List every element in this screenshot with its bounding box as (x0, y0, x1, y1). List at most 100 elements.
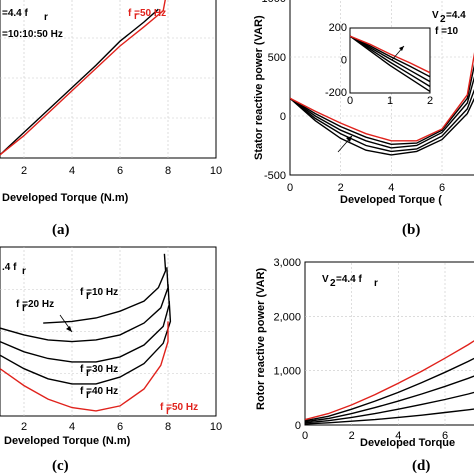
panel-c-label-20hz-sub: r (22, 303, 26, 314)
panel-b-inset-arrowhead (399, 46, 404, 51)
panel-b-caption: (b) (402, 222, 420, 238)
panel-d-frame (304, 261, 474, 426)
panel-a-x-tick-8: 8 (165, 165, 171, 177)
panel-c-annotation-ratio: .4 f (2, 262, 17, 273)
panel-b-inset-series-4-line (350, 35, 430, 78)
panel-a-x-tick-4: 4 (69, 165, 75, 177)
panel-b-inset-series-1-line (350, 35, 430, 92)
panel-d-x-tick-4: 4 (395, 430, 401, 442)
panel-d-x-tick-2: 2 (349, 430, 355, 442)
panel-d-series-2-line (305, 391, 474, 424)
panel-d-y-tick-1000: 1,000 (273, 366, 301, 378)
panel-a-x-tick-2: 2 (21, 165, 27, 177)
panel-c-x-tick-2: 2 (21, 421, 27, 433)
panel-c-label-40hz: f =40 Hz (80, 386, 118, 397)
panel-c-plot (0, 247, 216, 416)
panel-d-x-axis-label: Developed Torque (360, 437, 455, 449)
panel-b-annotation-freq: f =10 (435, 26, 459, 37)
panel-b-series-2-line (290, 88, 474, 153)
panel-c-label-30hz: f =30 Hz (80, 364, 118, 375)
panel-c-series-4-line (0, 301, 172, 385)
panel-c-label-20hz: f =20 Hz (16, 299, 54, 310)
panel-a-plot (0, 0, 216, 158)
panel-d-series-4-line (305, 357, 474, 422)
panel-d-annotation-ratio: =4.4 f (336, 274, 363, 285)
panel-b-x-tick-2: 2 (338, 182, 344, 194)
panel-d: 0 2 4 6 0 1,000 2,000 3,000 V 2 =4.4 f r Rotor … (255, 257, 474, 474)
panel-b-annotation-v: V (432, 10, 439, 21)
panel-d-plot (305, 262, 474, 425)
panel-d-series-1-line (305, 408, 474, 425)
panel-b-inset-x-tick-2: 2 (427, 95, 433, 107)
panel-c-series-2-line (0, 267, 169, 343)
panel-b-inset-x-tick-1: 1 (387, 95, 393, 107)
panel-a-x-axis-label: Developed Torque (N.m) (2, 192, 129, 204)
panel-b-annotation-ratio: =4.4 (446, 10, 466, 21)
panel-a: 2 4 6 8 10 =4.4 f r =10:10:50 Hz f =50 Hz r … (0, 0, 222, 238)
panel-b-inset-series-3-line (350, 35, 430, 83)
panel-d-annotation-v: V (322, 274, 329, 285)
panel-b-inset-x-tick-0: 0 (347, 95, 353, 107)
panel-a-x-ticks: 2 4 6 8 10 (21, 165, 222, 177)
panel-b-series-5-line (290, 52, 474, 142)
panel-c-annotation-ratio-sub: r (22, 266, 26, 277)
panel-b-annotation-v-sub: 2 (440, 14, 446, 25)
panel-b-x-tick-4: 4 (388, 182, 394, 194)
panel-b-inset-y-tick-0: 0 (341, 55, 347, 67)
panel-c-x-tick-10: 10 (210, 421, 222, 433)
panel-c-label-30hz-sub: r (86, 368, 90, 379)
panel-d-y-tick-3000: 3,000 (273, 257, 301, 269)
panel-a-x-tick-6: 6 (117, 165, 123, 177)
panel-b-y-tick--500: -500 (264, 170, 286, 182)
panel-d-annotation-ratio-sub: r (374, 278, 378, 289)
panel-d-x-tick-6: 6 (442, 430, 448, 442)
panel-a-red-label-sub: r (134, 11, 138, 22)
panel-c: 2 4 6 8 10 .4 f r f =10 Hz r f =20 Hz r f =3… (0, 246, 222, 474)
panel-b-inset-plot (350, 35, 430, 92)
panel-c-series-3-line (0, 284, 170, 363)
panel-b-y-tick-1000: 1000 (262, 0, 286, 5)
panel-b-inset-series-2-line (350, 35, 430, 88)
panel-d-x-tick-0: 0 (302, 430, 308, 442)
panel-b-series-3-line (290, 76, 474, 149)
panel-d-series-3-line (305, 375, 474, 423)
panel-a-frame (0, 0, 217, 159)
panel-d-caption: (d) (412, 458, 430, 474)
panel-c-x-tick-6: 6 (117, 421, 123, 433)
panel-a-series-1-line (0, 8, 159, 156)
panel-c-red-label-sub: r (166, 406, 170, 417)
panel-b-series-4-line (290, 63, 474, 146)
panel-b-x-tick-6: 6 (439, 182, 445, 194)
panel-b-main-arrowhead (346, 136, 352, 142)
panel-b-y-tick-500: 500 (268, 52, 286, 64)
panel-c-x-axis-label: Developed Torque (N.m) (4, 435, 131, 447)
panel-c-caption: (c) (52, 458, 69, 474)
panel-c-arrowhead-20hz (66, 326, 72, 332)
panel-a-series-2-line (0, 0, 166, 156)
panel-a-caption: (a) (52, 222, 70, 238)
panel-d-y-tick-0: 0 (295, 420, 301, 432)
panel-c-frame (0, 246, 217, 417)
panel-c-label-10hz: f =10 Hz (80, 287, 118, 298)
panel-b-inset-y-tick--200: -200 (325, 87, 347, 99)
panel-d-y-tick-2000: 2,000 (273, 311, 301, 323)
panel-d-series-5-line (305, 340, 474, 421)
panel-b-series-1-line (290, 97, 474, 156)
panel-c-red-label: f =50 Hz (160, 402, 198, 413)
panel-c-x-ticks: 2 4 6 8 10 (21, 421, 222, 433)
panel-b-inset-y-tick-200: 200 (329, 22, 347, 34)
panel-a-annotation-ratio: =4.4 f (2, 8, 29, 19)
panel-a-annotation-range: =10:10:50 Hz (2, 29, 63, 40)
panel-a-annotation-ratio-sub: r (44, 12, 48, 23)
panel-b-y-axis-label: Stator reactive power (VAR) (253, 15, 265, 160)
panel-c-label-40hz-sub: r (86, 390, 90, 401)
panel-b-x-tick-0: 0 (287, 182, 293, 194)
panel-c-x-tick-4: 4 (69, 421, 75, 433)
panel-a-x-tick-10: 10 (210, 165, 222, 177)
panel-b-y-tick-0: 0 (280, 111, 286, 123)
panel-c-x-tick-8: 8 (165, 421, 171, 433)
